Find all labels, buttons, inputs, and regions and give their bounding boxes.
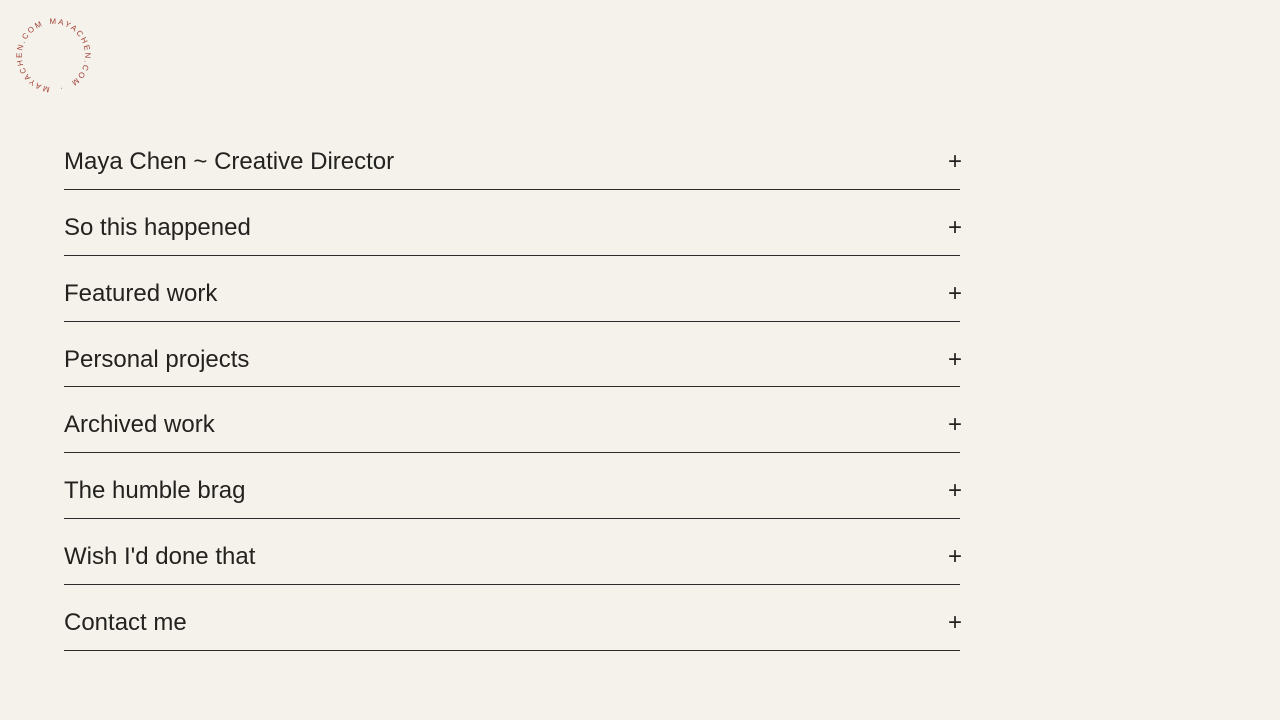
svg-text:MAYACHEN.COM · MAYACHEN.COM: MAYACHEN.COM · MAYACHEN.COM · (12, 14, 92, 94)
